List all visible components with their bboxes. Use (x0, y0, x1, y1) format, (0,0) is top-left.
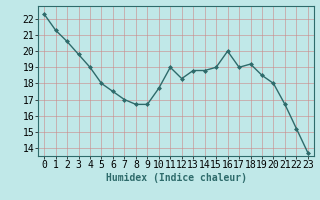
X-axis label: Humidex (Indice chaleur): Humidex (Indice chaleur) (106, 173, 246, 183)
